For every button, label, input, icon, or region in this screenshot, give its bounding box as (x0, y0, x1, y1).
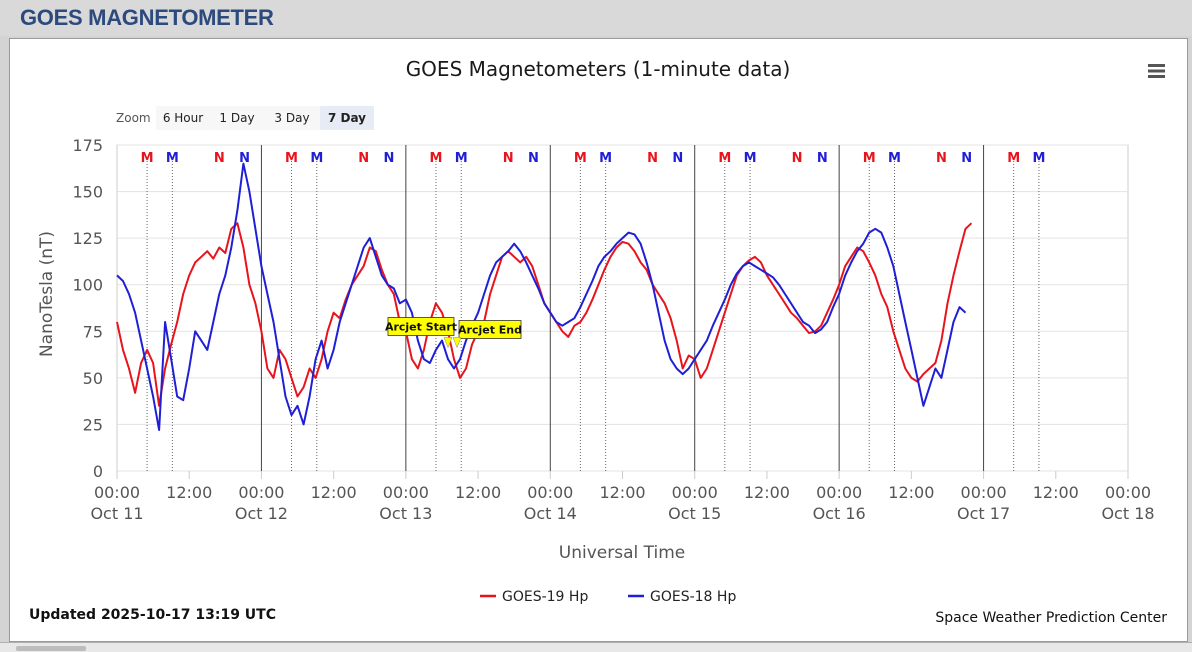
midnight-marker: M (718, 151, 731, 166)
annotation-box (387, 317, 455, 336)
zoom-range-selector: Zoom 6 Hour 1 Day 3 Day 7 Day (116, 106, 374, 130)
y-tick-label: 50 (83, 369, 103, 388)
x-tick-date-label: Oct 12 (235, 504, 288, 523)
noon-marker: N (817, 151, 828, 166)
annotation-label: Arcjet Start (385, 321, 457, 334)
x-tick-label: 12:00 (744, 483, 790, 502)
midnight-marker: M (1032, 151, 1045, 166)
zoom-label: Zoom (116, 111, 151, 125)
annotation-pointer (452, 337, 462, 349)
x-tick-label: 00:00 (1105, 483, 1151, 502)
x-tick-label: 00:00 (238, 483, 284, 502)
legend-item-label[interactable]: GOES-18 Hp (650, 589, 736, 605)
midnight-marker: M (1007, 151, 1020, 166)
noon-marker: N (503, 151, 514, 166)
magnetometer-chart: GOES Magnetometers (1-minute data) Zoom 6… (29, 57, 1167, 626)
bottom-scroll-strip (0, 642, 1192, 652)
x-tick-date-label: Oct 13 (379, 504, 432, 523)
zoom-button-3-day[interactable] (264, 106, 320, 130)
x-tick-date-label: Oct 17 (957, 504, 1010, 523)
midnight-marker: M (744, 151, 757, 166)
midnight-marker: M (141, 151, 154, 166)
horizontal-scrollbar-thumb[interactable] (16, 646, 86, 651)
noon-marker: N (672, 151, 683, 166)
updated-timestamp: Updated 2025-10-17 13:19 UTC (29, 607, 276, 623)
noon-marker: N (239, 151, 250, 166)
x-tick-label: 12:00 (888, 483, 934, 502)
noon-marker: N (384, 151, 395, 166)
zoom-button-label[interactable]: 1 Day (219, 111, 254, 125)
midnight-marker: M (888, 151, 901, 166)
midnight-marker: M (285, 151, 298, 166)
noon-marker: N (961, 151, 972, 166)
noon-marker: N (528, 151, 539, 166)
chart-title: GOES Magnetometers (1-minute data) (406, 57, 791, 81)
zoom-button-1-day[interactable] (210, 106, 264, 130)
x-tick-label: 00:00 (961, 483, 1007, 502)
y-tick-label: 175 (72, 136, 103, 155)
x-tick-label: 00:00 (383, 483, 429, 502)
midnight-marker: M (863, 151, 876, 166)
midnight-marker: M (310, 151, 323, 166)
chart-panel: GOES Magnetometers (1-minute data) Zoom 6… (9, 38, 1188, 642)
x-tick-date-label: Oct 16 (813, 504, 866, 523)
x-tick-label: 12:00 (455, 483, 501, 502)
x-tick-label: 12:00 (166, 483, 212, 502)
midnight-marker: M (429, 151, 442, 166)
export-menu-icon[interactable] (1148, 64, 1165, 78)
annotation-box (458, 320, 522, 339)
y-tick-label: 0 (93, 462, 103, 481)
midnight-marker: M (574, 151, 587, 166)
noon-marker: N (214, 151, 225, 166)
zoom-button-6-hour[interactable] (156, 106, 210, 130)
x-tick-label: 00:00 (816, 483, 862, 502)
page-header: GOES MAGNETOMETER (0, 0, 1192, 36)
y-tick-label: 150 (72, 183, 103, 202)
x-tick-date-label: Oct 18 (1101, 504, 1154, 523)
series-line-goes-18-hp (116, 162, 967, 431)
x-tick-date-label: Oct 14 (524, 504, 577, 523)
annotation-label: Arcjet End (458, 324, 522, 337)
midnight-marker: M (166, 151, 179, 166)
y-tick-label: 75 (83, 322, 103, 341)
midnight-marker: M (455, 151, 468, 166)
y-tick-label: 125 (72, 229, 103, 248)
legend: GOES-19 Hp GOES-18 Hp (480, 589, 736, 605)
credit-source: Space Weather Prediction Center (935, 610, 1167, 626)
zoom-button-label[interactable]: 3 Day (274, 111, 309, 125)
x-axis-label: Universal Time (559, 543, 685, 563)
noon-marker: N (792, 151, 803, 166)
x-tick-date-label: Oct 15 (668, 504, 721, 523)
x-tick-label: 12:00 (311, 483, 357, 502)
plot-background (116, 144, 1129, 472)
midnight-marker: M (599, 151, 612, 166)
y-tick-label: 25 (83, 415, 103, 434)
zoom-button-label[interactable]: 7 Day (328, 111, 366, 125)
noon-marker: N (936, 151, 947, 166)
y-tick-label: 100 (72, 276, 103, 295)
x-tick-label: 00:00 (672, 483, 718, 502)
x-tick-label: 00:00 (94, 483, 140, 502)
x-tick-label: 12:00 (599, 483, 645, 502)
zoom-button-7-day[interactable] (320, 106, 374, 130)
y-axis-label: NanoTesla (nT) (37, 231, 57, 357)
x-tick-label: 00:00 (527, 483, 573, 502)
x-tick-label: 12:00 (1033, 483, 1079, 502)
annotation-pointer (443, 337, 453, 349)
legend-item-label[interactable]: GOES-19 Hp (502, 589, 588, 605)
noon-marker: N (647, 151, 658, 166)
zoom-button-label[interactable]: 6 Hour (163, 111, 203, 125)
page-title: GOES MAGNETOMETER (20, 5, 274, 30)
noon-marker: N (358, 151, 369, 166)
x-tick-date-label: Oct 11 (90, 504, 143, 523)
